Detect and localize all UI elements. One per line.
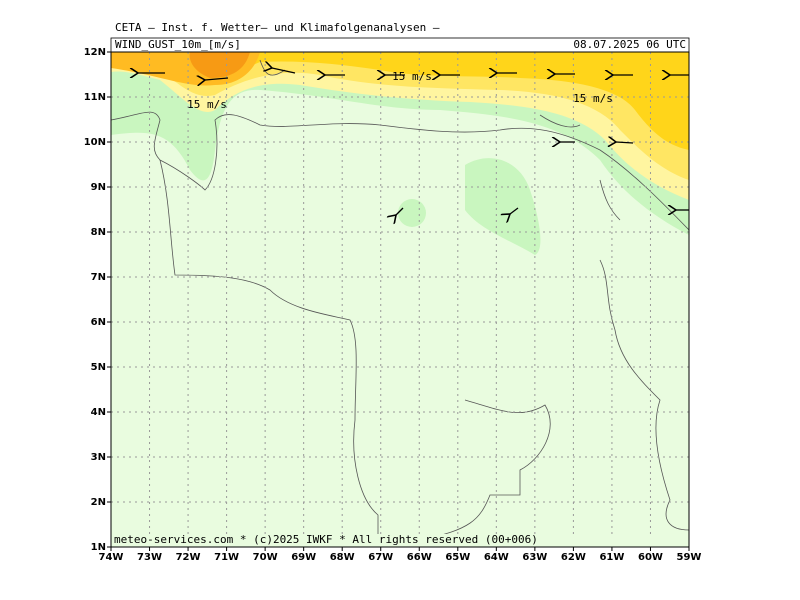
y-tick-label: 4N [91,407,106,418]
graticule [111,52,689,547]
y-tick-label: 6N [91,317,106,328]
variable: WIND_GUST_10m_[m/s] [115,38,241,51]
x-tick-label: 69W [291,552,316,563]
y-tick-label: 7N [91,272,106,283]
x-tick-label: 70W [253,552,278,563]
footer-box [111,534,689,547]
field [111,52,689,547]
footer: meteo-services.com * (c)2025 IWKF * All … [114,533,538,546]
x-tick-label: 63W [522,552,547,563]
y-tick-label: 10N [84,137,106,148]
title: CETA – Inst. f. Wetter– und Klimafolgena… [115,21,440,34]
x-tick-label: 73W [137,552,162,563]
x-tick-label: 68W [330,552,355,563]
x-tick-label: 66W [407,552,432,563]
contour-label: 15 m/s [187,98,227,111]
x-tick-label: 61W [599,552,624,563]
x-tick-label: 74W [99,552,124,563]
y-tick-label: 1N [91,542,106,553]
x-tick-label: 72W [176,552,201,563]
y-tick-label: 12N [84,47,106,58]
y-tick-label: 8N [91,227,106,238]
contour-label: 15 m/s [573,92,613,105]
y-tick-label: 2N [91,497,106,508]
y-tick-label: 11N [84,92,106,103]
x-tick-label: 71W [214,552,239,563]
x-tick-label: 62W [561,552,586,563]
y-tick-label: 9N [91,182,106,193]
x-tick-label: 60W [638,552,663,563]
valid-time: 08.07.2025 06 UTC [573,38,686,51]
y-tick-label: 5N [91,362,106,373]
x-tick-label: 59W [677,552,702,563]
x-tick-label: 64W [484,552,509,563]
contour-label: 15 m/s [392,70,432,83]
y-tick-label: 3N [91,452,106,463]
x-tick-label: 67W [368,552,393,563]
x-tick-label: 65W [445,552,470,563]
wind-arrows [138,68,689,215]
frame [110,51,690,548]
